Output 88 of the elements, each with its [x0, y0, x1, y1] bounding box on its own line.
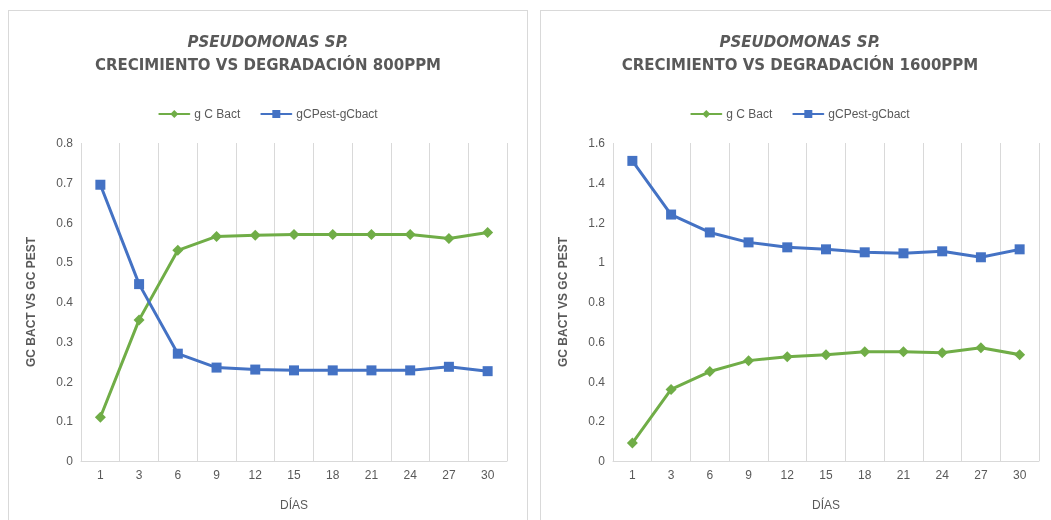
legend-label: g C Bact: [726, 107, 773, 121]
point: [626, 437, 638, 449]
point: [211, 362, 222, 373]
y-tick-label: 0.8: [56, 136, 74, 150]
point: [327, 365, 338, 376]
legend-label: gCPest-gCbact: [296, 107, 379, 121]
point: [975, 342, 987, 354]
y-tick-label: 0.8: [588, 295, 606, 309]
legend-label: g C Bact: [194, 107, 241, 121]
x-tick-label: 12: [248, 468, 263, 482]
x-tick-label: 27: [974, 468, 988, 482]
point: [781, 351, 793, 363]
x-tick-label: 15: [287, 468, 301, 482]
y-tick-label: 0.7: [56, 175, 74, 190]
y-tick-label: 0.3: [56, 334, 74, 349]
x-tick-label: 24: [935, 468, 950, 482]
x-tick-label: 18: [326, 468, 340, 482]
y-tick-label: 0.5: [56, 255, 74, 270]
point: [665, 383, 677, 395]
y-tick-label: 1.2: [588, 215, 606, 230]
legend-label: gCPest-gCbact: [828, 107, 911, 121]
x-tick-label: 15: [819, 468, 833, 482]
x-tick-label: 1: [629, 468, 637, 482]
x-tick-label: 18: [858, 468, 872, 482]
x-tick-label: 21: [896, 468, 911, 482]
point: [898, 248, 909, 259]
x-tick-label: 9: [745, 468, 753, 482]
x-tick-label: 24: [403, 468, 418, 482]
x-tick-label: 21: [364, 468, 379, 482]
y-tick-label: 0.4: [588, 374, 606, 389]
point: [937, 246, 948, 257]
y-tick-label: 0: [66, 454, 74, 468]
y-tick-label: 0: [598, 454, 606, 468]
x-tick-label: 9: [213, 468, 221, 482]
point: [289, 365, 299, 376]
point: [859, 247, 870, 258]
point: [95, 179, 106, 190]
point: [482, 366, 493, 377]
point: [405, 365, 416, 376]
point: [743, 355, 755, 367]
y-tick-label: 0.6: [56, 215, 74, 230]
y-tick-label: 1.6: [588, 136, 606, 150]
point: [820, 349, 832, 361]
chart-title: PSEUDOMONAS SP.: [719, 32, 881, 51]
x-tick-label: 6: [174, 468, 182, 482]
point: [1014, 244, 1025, 255]
point: [134, 279, 145, 290]
chart-subtitle: CRECIMIENTO VS DEGRADACIÓN 1600PPM: [621, 54, 979, 74]
y-tick-label: 0.1: [56, 414, 74, 429]
y-axis-title: GC BACT VS GC PEST: [24, 236, 38, 368]
x-tick-label: 3: [135, 468, 143, 482]
x-axis-title: DÍAS: [279, 497, 309, 512]
point: [172, 244, 184, 256]
point: [250, 364, 261, 375]
point: [704, 366, 716, 378]
x-tick-label: 30: [480, 468, 495, 482]
point: [666, 209, 677, 220]
x-tick-label: 6: [706, 468, 714, 482]
chart-subtitle: CRECIMIENTO VS DEGRADACIÓN 800PPM: [94, 54, 442, 74]
point: [172, 348, 183, 359]
point: [627, 155, 638, 166]
point: [782, 242, 793, 253]
x-tick-label: 1: [97, 468, 105, 482]
x-tick-label: 27: [442, 468, 456, 482]
point: [704, 227, 715, 238]
y-axis-title: GC BACT VS GC PEST: [556, 236, 570, 368]
y-tick-label: 1.4: [588, 175, 606, 190]
point: [1014, 349, 1026, 361]
point: [821, 244, 831, 255]
y-tick-label: 1: [598, 255, 606, 270]
x-tick-label: 30: [1012, 468, 1027, 482]
y-tick-label: 0.2: [56, 374, 74, 389]
point: [443, 361, 454, 372]
point: [743, 237, 754, 248]
point: [133, 314, 145, 326]
x-tick-label: 3: [667, 468, 675, 482]
point: [94, 411, 106, 423]
x-tick-label: 12: [780, 468, 795, 482]
point: [859, 346, 871, 358]
point: [975, 252, 986, 263]
x-axis-title: DÍAS: [811, 497, 841, 512]
point: [443, 232, 455, 244]
y-tick-label: 0.2: [588, 414, 606, 429]
point: [366, 365, 377, 376]
chart-title: PSEUDOMONAS SP.: [187, 32, 349, 51]
point: [482, 226, 494, 238]
y-tick-label: 0.6: [588, 334, 606, 349]
y-tick-label: 0.4: [56, 295, 74, 309]
